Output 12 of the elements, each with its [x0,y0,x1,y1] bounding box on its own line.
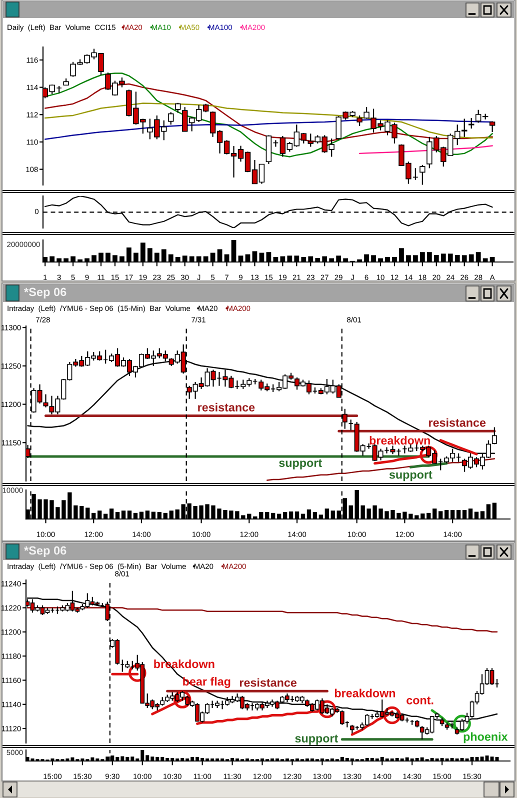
series-label: phoenix [464,732,508,744]
series-label: support [279,459,322,470]
chart-title: *Sep 06 [24,546,66,558]
series-label: cont. [406,696,434,704]
series-label: support [295,734,338,745]
series-label: resistance [240,678,297,687]
series-label: breakdown [334,688,396,698]
series-label: breakdown [370,436,430,445]
series-label: resistance [429,418,486,427]
series-label: support [389,471,432,482]
series-label: resistance [198,402,255,412]
chart-title: *Sep 06 [24,288,66,299]
